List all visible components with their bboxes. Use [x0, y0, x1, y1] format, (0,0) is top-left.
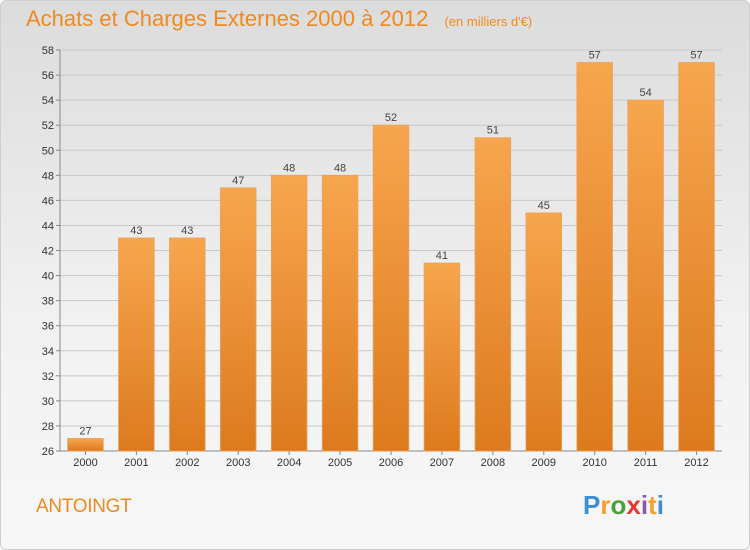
x-tick-label-2006: 2006: [379, 457, 403, 469]
commune-name: ANTOINGT: [36, 496, 132, 517]
data-label-2006: 52: [385, 112, 397, 124]
data-label-2007: 41: [436, 250, 448, 262]
x-tick-label-2004: 2004: [277, 457, 301, 469]
data-label-2010: 57: [589, 50, 601, 62]
x-tick-label-2001: 2001: [124, 457, 148, 469]
bar-2005: [321, 174, 359, 452]
y-tick-label: 42: [42, 246, 54, 258]
chart-subtitle: (en milliers d'€): [444, 14, 533, 29]
x-tick-label-2000: 2000: [73, 457, 97, 469]
chart-title: Achats et Charges Externes 2000 à 2012 (…: [26, 6, 532, 32]
bar-2012: [678, 62, 715, 452]
bar-2002: [169, 237, 206, 452]
bar-2009: [525, 212, 562, 452]
x-tick-label-2003: 2003: [226, 457, 250, 469]
data-label-2003: 47: [232, 175, 244, 187]
x-tick-label-2002: 2002: [175, 457, 199, 469]
bars: [67, 62, 715, 452]
y-tick-label: 36: [42, 321, 54, 333]
chart-title-text: Achats et Charges Externes 2000 à 2012: [26, 6, 429, 31]
y-tick-label: 32: [42, 371, 54, 383]
x-tick-label-2008: 2008: [481, 457, 505, 469]
y-tick-label: 26: [42, 446, 54, 458]
data-label-2001: 43: [130, 225, 142, 237]
data-label-2004: 48: [283, 162, 295, 174]
bar-2007: [423, 262, 461, 452]
y-tick-label: 28: [42, 421, 54, 433]
bar-2006: [372, 124, 410, 452]
y-tick-label: 38: [42, 296, 54, 308]
y-tick-label: 54: [42, 95, 54, 107]
x-tick-label-2011: 2011: [634, 457, 658, 469]
y-tick-label: 40: [42, 271, 54, 283]
data-label-2008: 51: [487, 125, 499, 137]
y-tick-label: 34: [42, 346, 54, 358]
data-labels: 27 43 43 47 48 48 52 41 51 45 57 54 57: [79, 50, 702, 438]
data-label-2005: 48: [334, 162, 346, 174]
y-tick-label: 58: [42, 45, 54, 57]
x-tick-label-2012: 2012: [684, 457, 708, 469]
y-tick-label: 56: [42, 70, 54, 82]
data-label-2009: 45: [538, 200, 550, 212]
data-label-2012: 57: [690, 50, 702, 62]
bar-2000: [67, 438, 104, 452]
bar-2011: [627, 99, 664, 452]
bar-2001: [118, 237, 155, 452]
y-tick-label: 48: [42, 170, 54, 182]
y-tick-label: 50: [42, 145, 54, 157]
x-tick-label-2005: 2005: [328, 457, 352, 469]
y-tick-label: 52: [42, 120, 54, 132]
data-label-2000: 27: [79, 425, 91, 437]
y-tick-label: 46: [42, 195, 54, 207]
x-tick-label-2010: 2010: [582, 457, 606, 469]
bar-2008: [474, 137, 512, 452]
data-label-2002: 43: [181, 225, 193, 237]
data-label-2011: 54: [639, 87, 651, 99]
bar-2004: [270, 174, 308, 452]
bar-2010: [576, 62, 613, 452]
proxiti-logo: Proxiti: [583, 490, 664, 520]
bar-2003: [220, 187, 257, 452]
y-tick-label: 30: [42, 396, 54, 408]
y-tick-label: 44: [42, 220, 54, 232]
x-tick-label-2007: 2007: [430, 457, 454, 469]
x-tick-label-2009: 2009: [532, 457, 556, 469]
